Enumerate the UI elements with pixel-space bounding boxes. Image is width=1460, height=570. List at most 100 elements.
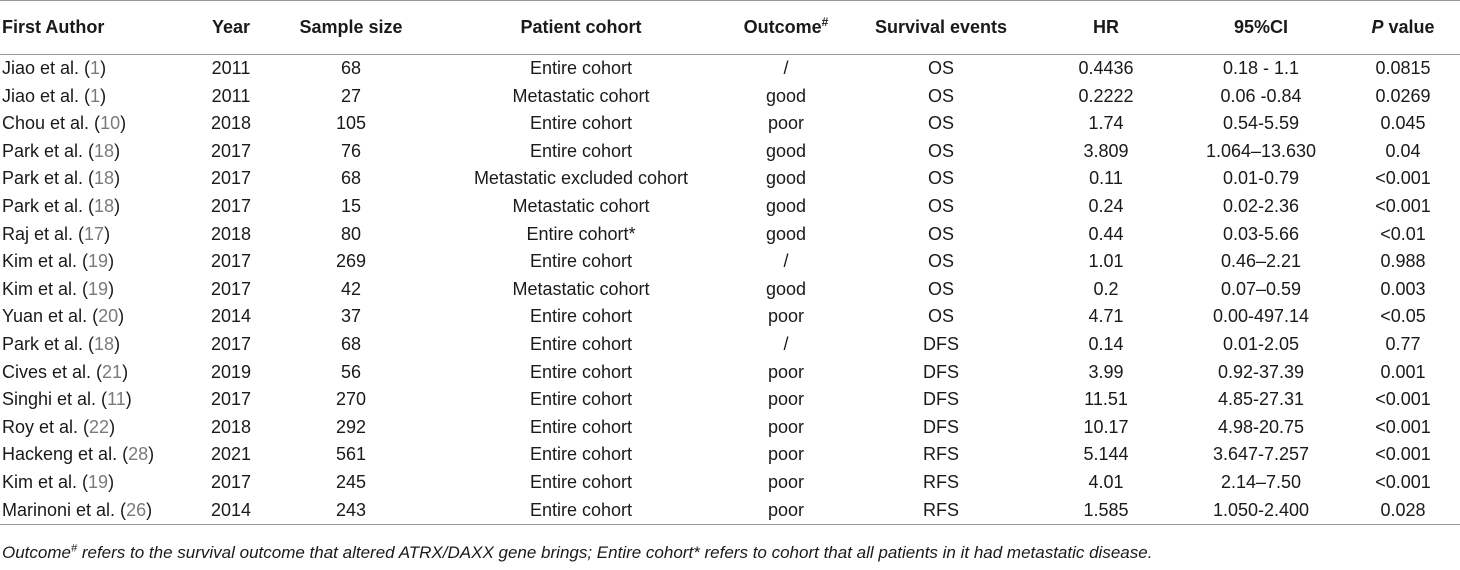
cell-hr: 0.2 — [1093, 278, 1119, 299]
table-row: Hackeng et al. (28) 2021 561 Entire cohort p… — [0, 441, 1460, 469]
cell-author: Singhi et al. (11) — [0, 386, 196, 414]
cell-hr: 10.17 — [1083, 416, 1129, 437]
cell-patient-cohort: Entire cohort — [529, 444, 633, 465]
cell-outcome: / — [783, 333, 789, 354]
author-close-paren: ) — [104, 223, 111, 244]
cell-ci: 0.02-2.36 — [1222, 195, 1300, 216]
cell-sample-size: 56 — [340, 361, 362, 382]
author-close-paren: ) — [114, 195, 121, 216]
header-row: First Author Year Sample size Patient co… — [0, 0, 1460, 55]
cell-outcome: poor — [767, 471, 805, 492]
results-table: First Author Year Sample size Patient co… — [0, 0, 1460, 526]
cell-sample-size: 42 — [340, 278, 362, 299]
cell-author: Roy et al. (22) — [0, 414, 196, 442]
header-p-letter: P — [1371, 17, 1384, 37]
cell-outcome: good — [765, 278, 807, 299]
cell-ci: 0.18 - 1.1 — [1222, 58, 1300, 78]
cell-hr: 3.809 — [1083, 140, 1129, 161]
cell-p-value: 0.0815 — [1375, 58, 1431, 78]
cell-ci: 1.064–13.630 — [1205, 140, 1317, 161]
reference-link[interactable]: 20 — [98, 306, 119, 327]
header-outcome: Outcome# — [726, 0, 846, 55]
cell-outcome: poor — [767, 444, 805, 465]
table-row: Singhi et al. (11) 2017 270 Entire cohort po… — [0, 386, 1460, 414]
cell-year: 2011 — [211, 58, 251, 78]
author-close-paren: ) — [146, 499, 153, 520]
cell-year: 2018 — [210, 223, 252, 244]
cell-ci: 0.92-37.39 — [1217, 361, 1305, 382]
table-body: Jiao et al. (1) 2011 68 Entire cohort / OS 0.4… — [0, 55, 1460, 526]
reference-link[interactable]: 11 — [107, 389, 126, 410]
cell-patient-cohort: Metastatic cohort — [512, 85, 650, 106]
cell-outcome: good — [765, 223, 807, 244]
reference-link[interactable]: 19 — [88, 471, 109, 492]
reference-link[interactable]: 17 — [84, 223, 105, 244]
author-close-paren: ) — [109, 416, 116, 437]
cell-author: Raj et al. (17) — [0, 221, 196, 249]
footnote-mark: # — [70, 542, 78, 555]
reference-link[interactable]: 18 — [94, 140, 115, 161]
reference-link[interactable]: 18 — [94, 195, 115, 216]
table-row: Kim et al. (19) 2017 245 Entire cohort poor R… — [0, 469, 1460, 497]
cell-patient-cohort: Metastatic cohort — [512, 278, 650, 299]
cell-p-value: 0.001 — [1380, 361, 1426, 382]
cell-author: Kim et al. (19) — [0, 276, 196, 304]
cell-ci: 0.54-5.59 — [1222, 113, 1300, 134]
cell-author: Jiao et al. (1) — [0, 83, 196, 111]
cell-author: Park et al. (18) — [0, 165, 196, 193]
cell-sample-size: 27 — [340, 85, 362, 106]
cell-sample-size: 68 — [340, 58, 362, 78]
cell-patient-cohort: Entire cohort — [529, 306, 633, 327]
reference-link[interactable]: 1 — [90, 85, 101, 106]
cell-survival-event: DFS — [923, 416, 959, 437]
reference-link[interactable]: 18 — [94, 168, 115, 189]
cell-year: 2017 — [210, 333, 252, 354]
reference-link[interactable]: 10 — [100, 113, 121, 134]
cell-survival-event: DFS — [923, 333, 959, 354]
author-name: Cives et al. ( — [2, 361, 103, 382]
cell-ci: 4.98-20.75 — [1217, 416, 1305, 437]
cell-outcome: poor — [767, 361, 805, 382]
cell-survival-event: RFS — [923, 471, 959, 492]
cell-ci: 0.00-497.14 — [1212, 306, 1310, 327]
header-survival-events: Survival events — [846, 0, 1036, 55]
reference-link[interactable]: 19 — [88, 251, 109, 272]
cell-survival-event: OS — [927, 223, 954, 244]
header-hr: HR — [1036, 0, 1176, 55]
cell-year: 2017 — [210, 278, 252, 299]
author-name: Raj et al. ( — [2, 223, 85, 244]
cell-year: 2011 — [211, 85, 251, 106]
reference-link[interactable]: 19 — [88, 278, 109, 299]
cell-outcome: poor — [726, 496, 846, 526]
reference-link[interactable]: 21 — [102, 361, 123, 382]
reference-link[interactable]: 26 — [126, 499, 147, 520]
cell-p-value: 0.04 — [1385, 140, 1421, 161]
reference-link[interactable]: 1 — [90, 58, 101, 78]
cell-sample-size: 76 — [340, 140, 362, 161]
cell-patient-cohort: Entire cohort — [529, 471, 633, 492]
header-ci: 95%CI — [1176, 0, 1346, 55]
reference-link[interactable]: 22 — [89, 416, 110, 437]
cell-author: Park et al. (18) — [0, 193, 196, 221]
cell-survival-event: OS — [927, 278, 954, 299]
cell-survival-event: OS — [927, 306, 954, 327]
table-row: Park et al. (18) 2017 68 Metastatic exclude… — [0, 165, 1460, 193]
cell-sample-size: 245 — [335, 471, 367, 492]
reference-link[interactable]: 28 — [128, 444, 149, 465]
author-name: Hackeng et al. ( — [2, 444, 129, 465]
cell-ci: 0.01-0.79 — [1222, 168, 1300, 189]
cell-hr: 0.44 — [1088, 223, 1124, 244]
table-row: Raj et al. (17) 2018 80 Entire cohort* good O… — [0, 221, 1460, 249]
cell-ci: 0.07–0.59 — [1220, 278, 1302, 299]
cell-sample-size: 269 — [335, 251, 367, 272]
reference-link[interactable]: 18 — [94, 333, 115, 354]
table-row: Cives et al. (21) 2019 56 Entire cohort poor… — [0, 359, 1460, 387]
cell-ci: 0.06 -0.84 — [1220, 85, 1302, 106]
cell-p-value: <0.001 — [1375, 195, 1431, 216]
cell-hr: 1.01 — [1088, 251, 1124, 272]
cell-outcome: poor — [767, 389, 805, 410]
cell-author: Yuan et al. (20) — [0, 303, 196, 331]
table-footnote: Outcome# refers to the survival outcome … — [2, 543, 1152, 563]
cell-hr: 11.51 — [1084, 389, 1128, 410]
